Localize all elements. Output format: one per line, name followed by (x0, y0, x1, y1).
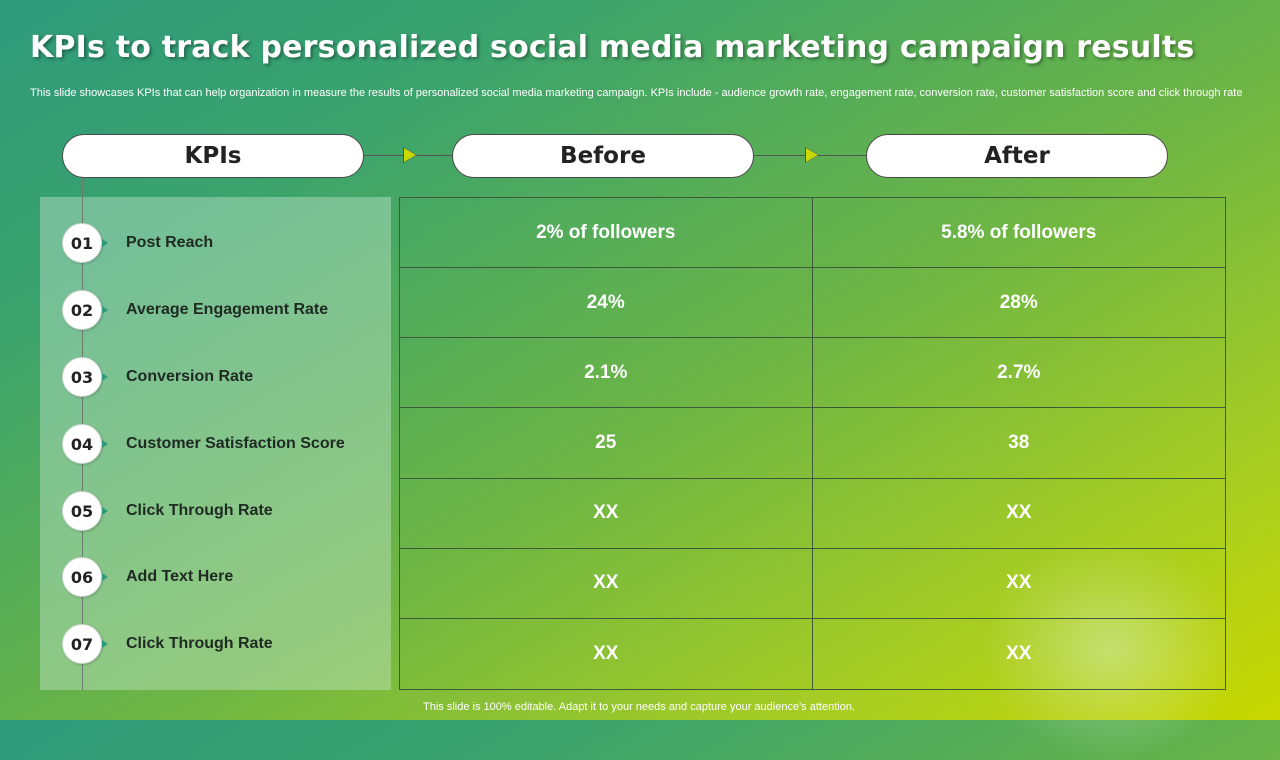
slide-subtitle: This slide showcases KPIs that can help … (30, 87, 1243, 99)
chevron-right-icon (102, 373, 108, 381)
arrow-right-icon (806, 148, 818, 162)
chevron-right-icon (102, 239, 108, 247)
chevron-right-icon (102, 440, 108, 448)
header-before: Before (452, 134, 754, 178)
kpi-item: 04 Customer Satisfaction Score (62, 423, 345, 465)
before-cell: 2.1% (400, 338, 813, 409)
before-cell: XX (400, 548, 813, 619)
chevron-right-icon (102, 306, 108, 314)
kpi-item: 02 Average Engagement Rate (62, 289, 328, 331)
after-cell: 38 (812, 408, 1225, 479)
chevron-right-icon (102, 507, 108, 515)
before-cell: 24% (400, 268, 813, 339)
before-cell: XX (400, 618, 813, 689)
before-cell: 2% of followers (400, 198, 813, 269)
footer-note: This slide is 100% editable. Adapt it to… (423, 701, 855, 713)
kpi-label: Add Text Here (126, 568, 234, 585)
slide-title: KPIs to track personalized social media … (30, 30, 1195, 65)
header-kpis: KPIs (62, 134, 364, 178)
chevron-right-icon (102, 640, 108, 648)
kpi-number: 05 (62, 491, 102, 531)
kpi-number: 02 (62, 290, 102, 330)
kpi-item: 01 Post Reach (62, 222, 213, 264)
kpi-label: Customer Satisfaction Score (126, 435, 345, 452)
kpi-number: 07 (62, 624, 102, 664)
kpi-number: 06 (62, 557, 102, 597)
kpi-item: 03 Conversion Rate (62, 356, 253, 398)
kpi-label: Click Through Rate (126, 635, 273, 652)
kpi-number: 03 (62, 357, 102, 397)
kpi-item: 06 Add Text Here (62, 556, 233, 598)
chevron-right-icon (102, 573, 108, 581)
before-cell: XX (400, 478, 813, 549)
kpi-label: Post Reach (126, 234, 214, 251)
kpi-label: Click Through Rate (126, 502, 273, 519)
header-after: After (866, 134, 1168, 178)
kpi-number: 04 (62, 424, 102, 464)
arrow-right-icon (404, 148, 416, 162)
after-cell: 5.8% of followers (812, 198, 1225, 269)
after-cell: XX (812, 479, 1225, 549)
results-table: 2% of followers 5.8% of followers 24% 28… (399, 197, 1226, 690)
kpi-label: Average Engagement Rate (126, 301, 329, 318)
after-cell: XX (812, 549, 1225, 619)
after-cell: 28% (812, 268, 1225, 339)
kpi-label: Conversion Rate (126, 368, 254, 385)
kpi-number: 01 (62, 223, 102, 263)
after-cell: 2.7% (812, 338, 1225, 409)
kpi-item: 07 Click Through Rate (62, 623, 273, 665)
after-cell: XX (1006, 642, 1032, 664)
before-cell: 25 (400, 408, 813, 479)
kpi-item: 05 Click Through Rate (62, 490, 273, 532)
